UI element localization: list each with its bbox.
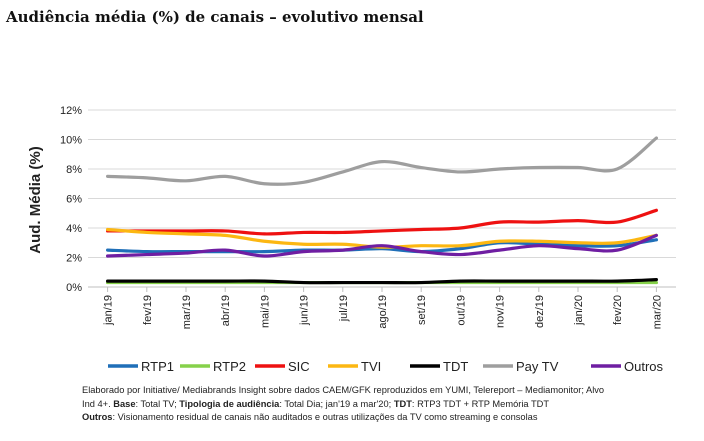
source-note: Elaborado por Initiative/ Mediabrands In… (82, 384, 694, 425)
x-tick-label: out/19 (455, 295, 467, 326)
x-tick-label: jan/20 (573, 295, 585, 326)
y-tick-label: 4% (66, 223, 82, 235)
x-tick-label: mar/19 (181, 295, 193, 329)
note-tipologia-text: : Total Dia; jan'19 a mar'20; (279, 398, 394, 409)
x-tick-labels: jan/19 fev/19 mar/19 abr/19 mai/19 jun/19 jul/… (103, 295, 664, 329)
x-tick-label: mai/19 (259, 295, 271, 328)
note-outros-label: Outros (82, 412, 113, 423)
y-tick-label: 2% (66, 253, 82, 265)
x-tick-label: set/19 (416, 295, 428, 325)
series-line-tdt (106, 278, 658, 285)
series-lines (106, 136, 658, 285)
x-tick-label: fev/19 (142, 295, 154, 325)
legend-label: Outros (624, 359, 664, 374)
note-base-label: Base (113, 398, 136, 409)
legend-label: SIC (288, 359, 310, 374)
x-tick-label: mar/20 (651, 295, 663, 329)
x-tick-label: jun/19 (299, 295, 311, 326)
note-tdt-text: : RTP3 TDT + RTP Memória TDT (411, 398, 550, 409)
x-tick-label: jul/19 (338, 295, 350, 322)
note-line-3: Outros: Visionamento residual de canais … (82, 411, 694, 425)
x-tick-label: ago/19 (377, 295, 389, 329)
legend-label: TVI (361, 359, 381, 374)
legend: RTP1 RTP2 SIC TVI TDT Pay TV Outros (108, 359, 664, 374)
y-tick-label: 12% (60, 105, 82, 117)
y-tick-label: 0% (66, 282, 82, 294)
y-tick-label: 10% (60, 135, 82, 147)
y-tick-label: 8% (66, 164, 82, 176)
gridlines (88, 109, 676, 292)
series-line-pay-tv (106, 136, 658, 186)
x-tick-label: fev/20 (612, 295, 624, 325)
x-tick-label: dez/19 (534, 295, 546, 328)
y-tick-labels: 0% 2% 4% 6% 8% 10% 12% (60, 105, 82, 294)
y-tick-label: 6% (66, 194, 82, 206)
note-base-text: : Total TV; (135, 398, 180, 409)
chart-title: Audiência média (%) de canais – evolutiv… (6, 8, 424, 26)
legend-label: RTP2 (213, 359, 246, 374)
y-axis-label: Aud. Média (%) (27, 146, 44, 254)
x-tick-label: jan/19 (103, 295, 115, 326)
note-outros-text: : Visionamento residual de canais não au… (112, 412, 538, 423)
note-tdt-label: TDT (393, 398, 412, 409)
note-tipologia-label: Tipologia de audiência (179, 398, 280, 409)
note-line-2: Ind 4+. Base: Total TV; Tipologia de aud… (82, 398, 694, 412)
series-line-sic (106, 208, 658, 236)
x-tick-label: abr/19 (220, 295, 232, 326)
legend-label: Pay TV (516, 359, 559, 374)
note-target: Ind 4+. (82, 398, 114, 409)
x-tick-label: nov/19 (495, 295, 507, 328)
legend-label: TDT (443, 359, 468, 374)
line-chart: 0% 2% 4% 6% 8% 10% 12% jan/19 fev/19 mar/19 abr/1… (27, 105, 676, 374)
legend-label: RTP1 (141, 359, 174, 374)
series-line-outros (106, 233, 658, 258)
note-line-1: Elaborado por Initiative/ Mediabrands In… (82, 385, 605, 395)
